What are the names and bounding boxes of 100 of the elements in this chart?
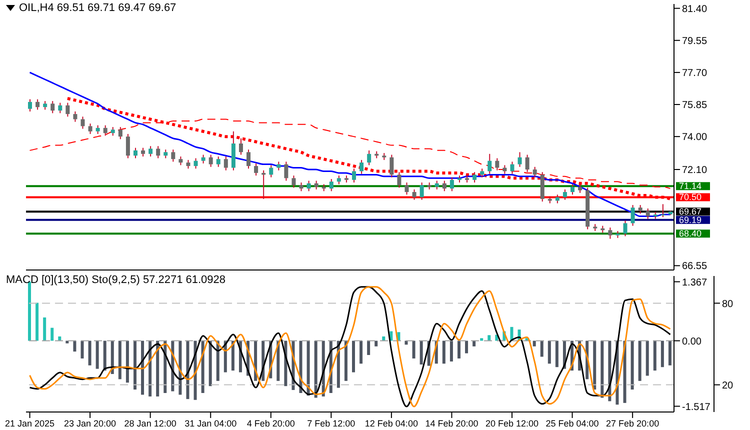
candlestick	[412, 188, 416, 200]
bar	[532, 340, 536, 346]
bar	[420, 340, 423, 365]
bar	[540, 340, 544, 357]
candlestick	[306, 180, 311, 192]
bar	[360, 340, 363, 364]
candlestick	[630, 204, 635, 226]
candlestick	[58, 102, 62, 114]
candlestick	[450, 176, 454, 192]
candlestick	[73, 110, 78, 122]
bar	[88, 340, 92, 366]
candlestick	[88, 123, 92, 134]
bar	[412, 340, 416, 358]
y-tick-label: 0.00	[682, 336, 702, 348]
candlestick	[510, 161, 514, 174]
bar	[646, 340, 649, 376]
y2-tick-label: 80	[722, 298, 734, 310]
candlestick	[194, 158, 198, 170]
ref-line-label: 69.19	[679, 214, 702, 225]
candlestick	[329, 178, 334, 192]
x-tick-label: 27 Feb 20:00	[606, 418, 660, 428]
candlestick	[284, 161, 288, 182]
candlestick	[646, 208, 650, 220]
bar	[344, 340, 348, 381]
y-tick-label: 79.55	[682, 36, 708, 47]
x-tick-label: 28 Jan 12:00	[124, 418, 176, 428]
bar	[118, 340, 122, 380]
candlestick	[352, 168, 356, 183]
bar	[314, 340, 318, 398]
bar	[126, 340, 129, 383]
bar	[457, 340, 460, 358]
candlestick	[126, 133, 130, 159]
x-tick-label: 21 Jan 2025	[4, 418, 55, 428]
candlestick	[570, 184, 575, 196]
candlestick	[208, 154, 213, 168]
bar	[465, 340, 468, 354]
y-tick-label: 77.70	[682, 68, 708, 79]
candlestick	[269, 164, 274, 178]
candlestick	[525, 154, 530, 173]
y-tick-label: 1.367	[682, 277, 708, 288]
candlestick	[488, 153, 492, 174]
bar	[50, 328, 54, 341]
candlestick	[518, 152, 522, 168]
candlestick	[224, 156, 228, 171]
candlestick	[660, 204, 665, 218]
bar	[480, 338, 484, 341]
bar	[103, 340, 106, 371]
x-tick-label: 23 Jan 20:00	[64, 418, 116, 428]
line-series	[29, 286, 671, 408]
bar	[28, 282, 31, 341]
bar	[638, 340, 642, 381]
y-tick-label: 66.55	[682, 261, 708, 272]
candlestick	[442, 180, 446, 192]
candlestick	[397, 172, 402, 188]
candlestick	[495, 158, 500, 171]
bar	[660, 340, 664, 368]
x-tick-label: 4 Feb 20:00	[246, 418, 295, 428]
candlestick	[50, 100, 55, 114]
y-tick-label: 75.85	[682, 100, 708, 112]
y-tick-label: 74.00	[682, 132, 708, 144]
candlestick	[390, 154, 394, 178]
x-tick-label: 31 Jan 04:00	[184, 418, 237, 428]
ref-line-label: 68.40	[679, 228, 702, 239]
bar	[668, 340, 672, 366]
candlestick	[156, 146, 160, 159]
candlestick	[532, 166, 537, 178]
chart-title: OIL,H4 69.51 69.71 69.47 69.67	[19, 2, 176, 14]
candlestick	[472, 172, 477, 183]
candlestick	[171, 149, 176, 162]
y-tick-label: 72.10	[682, 165, 708, 176]
bar	[141, 340, 144, 395]
bar	[66, 340, 69, 344]
x-tick-label: 7 Feb 12:00	[307, 418, 356, 428]
bar	[623, 340, 626, 403]
ref-line-label: 71.14	[679, 181, 702, 192]
bar	[555, 340, 558, 368]
bar	[600, 340, 604, 398]
y-tick-label: -1.517	[682, 402, 711, 413]
bar	[450, 340, 453, 362]
x-tick-label: 20 Feb 12:00	[485, 418, 539, 428]
bar	[630, 340, 634, 390]
bar	[231, 340, 234, 371]
candlestick	[254, 162, 258, 176]
candlestick	[404, 182, 409, 196]
bar	[352, 340, 355, 372]
chart-title: MACD [0](13,50) Sto(9,2,5) 57.2271 61.0928	[6, 274, 226, 286]
candlestick	[66, 102, 70, 118]
bar	[80, 340, 84, 358]
x-tick-label: 12 Feb 04:00	[364, 418, 418, 428]
candlestick	[420, 182, 424, 200]
ref-line-label: 69.67	[679, 206, 702, 217]
candlestick	[562, 188, 567, 200]
bar	[653, 340, 656, 371]
candlestick	[360, 159, 364, 174]
candlestick	[148, 146, 153, 157]
candlestick	[216, 156, 220, 168]
bar	[374, 340, 378, 346]
bar	[36, 302, 39, 341]
ref-line-label: 70.50	[679, 192, 702, 202]
x-tick-label: 14 Feb 20:00	[425, 418, 478, 428]
